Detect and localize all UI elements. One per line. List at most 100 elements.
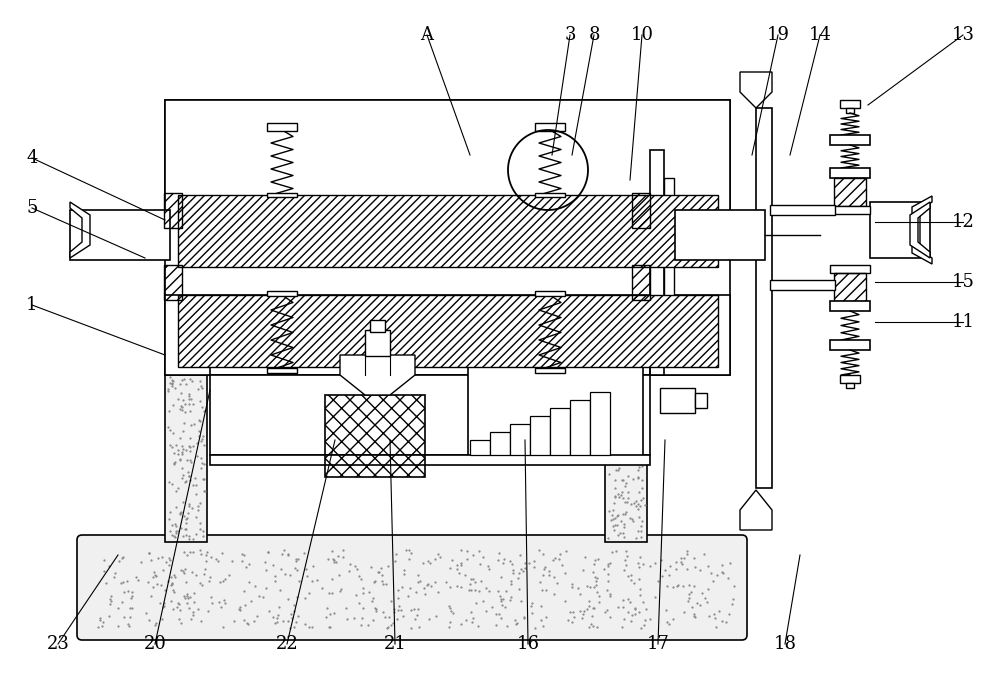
Point: [586, 602, 602, 613]
Point: [546, 571, 562, 582]
Point: [692, 564, 708, 575]
Point: [186, 597, 202, 608]
Point: [353, 619, 369, 630]
Point: [582, 582, 598, 593]
Point: [480, 560, 496, 571]
Point: [393, 604, 409, 615]
Point: [330, 550, 346, 561]
Point: [232, 605, 248, 616]
Point: [178, 476, 194, 487]
Point: [331, 570, 347, 581]
Point: [184, 376, 200, 387]
Point: [181, 531, 197, 541]
Point: [632, 590, 648, 601]
Point: [495, 593, 511, 604]
Point: [182, 374, 198, 385]
Point: [602, 612, 618, 623]
Point: [234, 556, 250, 566]
Point: [600, 576, 616, 587]
Point: [668, 563, 684, 574]
Point: [635, 559, 651, 570]
Point: [92, 612, 108, 623]
Point: [167, 383, 183, 393]
Point: [133, 556, 149, 567]
Point: [236, 585, 252, 596]
Point: [221, 569, 237, 580]
Bar: [830, 206, 870, 214]
Point: [442, 617, 458, 627]
Point: [114, 552, 130, 563]
Point: [319, 602, 335, 613]
Point: [609, 510, 625, 521]
Point: [192, 517, 208, 528]
Point: [216, 595, 232, 606]
Point: [214, 548, 230, 558]
Text: 22: 22: [276, 635, 298, 653]
Bar: [535, 291, 565, 296]
Point: [503, 576, 519, 587]
Text: 21: 21: [384, 635, 406, 653]
Point: [419, 580, 435, 591]
Point: [196, 439, 212, 450]
Point: [172, 454, 188, 464]
Point: [166, 457, 182, 468]
Bar: [846, 108, 854, 113]
Point: [168, 528, 184, 539]
Point: [275, 616, 291, 627]
Point: [610, 464, 626, 475]
Point: [610, 410, 626, 421]
Point: [463, 573, 479, 584]
Point: [557, 568, 573, 579]
Point: [637, 499, 653, 510]
Point: [420, 556, 436, 566]
Point: [619, 435, 635, 445]
Point: [237, 599, 253, 610]
Point: [379, 622, 395, 633]
Point: [659, 617, 675, 627]
Point: [707, 612, 723, 623]
Bar: [165, 100, 730, 375]
Bar: [650, 150, 664, 375]
Point: [153, 580, 169, 591]
Point: [493, 594, 509, 605]
Point: [175, 496, 191, 507]
Point: [161, 560, 177, 571]
Point: [604, 509, 620, 520]
Point: [401, 545, 417, 556]
Point: [190, 603, 206, 614]
Point: [185, 441, 201, 452]
Point: [416, 582, 432, 593]
Point: [625, 516, 641, 527]
Point: [607, 520, 623, 531]
Point: [588, 575, 604, 586]
Bar: [590, 392, 610, 455]
Point: [182, 432, 198, 443]
Point: [163, 579, 179, 590]
Point: [458, 615, 474, 626]
Point: [164, 378, 180, 389]
Point: [631, 387, 647, 398]
Point: [692, 600, 708, 611]
Point: [193, 549, 209, 560]
Point: [283, 608, 299, 619]
Point: [627, 405, 643, 416]
Point: [396, 568, 412, 579]
Point: [686, 608, 702, 619]
Point: [613, 409, 629, 420]
Point: [584, 610, 600, 621]
Point: [394, 581, 410, 592]
Point: [284, 613, 300, 624]
Point: [192, 498, 208, 508]
Point: [608, 546, 624, 557]
Point: [679, 546, 695, 557]
Text: 10: 10: [631, 26, 654, 44]
Point: [286, 600, 302, 610]
Point: [694, 587, 710, 598]
Point: [653, 555, 669, 566]
Point: [615, 445, 631, 456]
Point: [502, 556, 518, 567]
Point: [650, 575, 666, 586]
Point: [478, 583, 494, 594]
Point: [90, 622, 106, 633]
Point: [467, 585, 483, 596]
